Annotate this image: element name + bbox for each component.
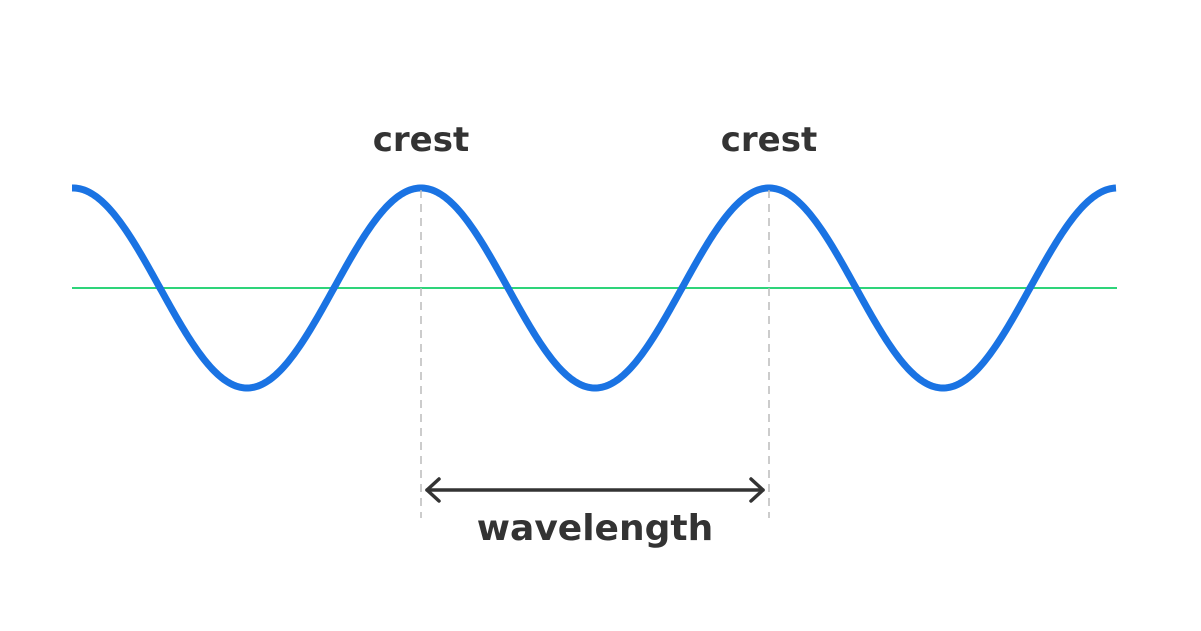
crest-label-left: crest [372,120,470,160]
sine-wave [72,184,1117,392]
wavelength-label: wavelength [476,508,714,549]
crest-label-right: crest [720,120,818,160]
wavelength-arrow [425,477,765,503]
